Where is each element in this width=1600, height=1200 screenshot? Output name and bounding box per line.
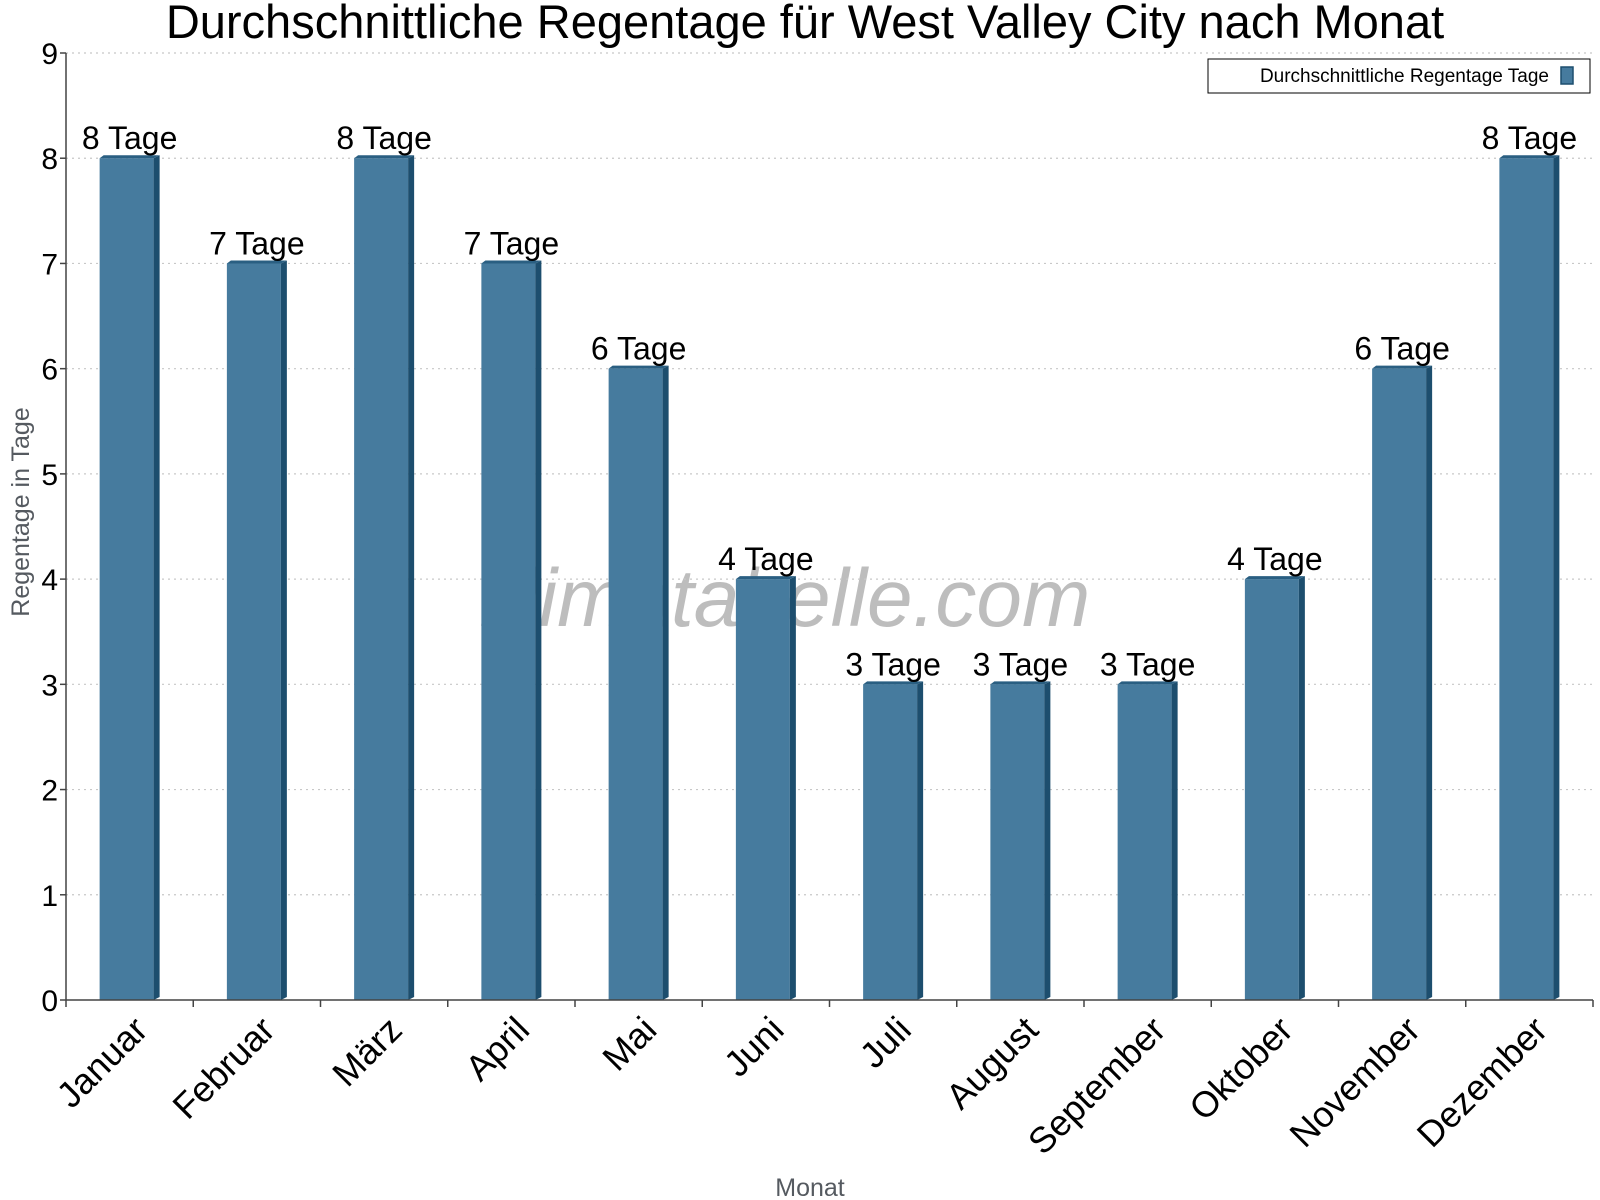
x-tick-label: Dezember	[1409, 1009, 1555, 1155]
bar-top	[1117, 681, 1178, 685]
y-tick-label: 3	[41, 669, 58, 702]
bar-side	[662, 365, 669, 1001]
y-tick-label: 4	[41, 564, 58, 597]
data-label: 3 Tage	[1100, 646, 1196, 682]
bar	[354, 158, 409, 1000]
x-tick-label: Mai	[594, 1009, 664, 1079]
data-label: 7 Tage	[209, 225, 305, 261]
bar	[226, 263, 281, 1000]
x-tick-label: Januar	[48, 1009, 155, 1116]
bar-side	[917, 681, 924, 1000]
y-tick-label: 9	[41, 38, 58, 71]
bar-top	[1372, 365, 1433, 369]
x-tick-label: August	[938, 1009, 1046, 1117]
bar-top	[863, 681, 924, 685]
bar-top	[99, 155, 160, 159]
x-tick-label: Juli	[852, 1009, 919, 1076]
bar	[99, 158, 154, 1000]
chart-title: Durchschnittliche Regentage für West Val…	[166, 0, 1444, 48]
bar-side	[408, 155, 415, 1000]
data-labels: 8 Tage 7 Tage 8 Tage 7 Tage 6 Tage 4 Tage 3 Ta…	[82, 120, 1577, 682]
y-tick-label: 5	[41, 459, 58, 492]
x-tick-label: März	[324, 1009, 410, 1095]
bar-top	[608, 365, 669, 369]
legend-series-label: Durchschnittliche Regentage Tage	[1260, 66, 1549, 87]
bar	[735, 579, 790, 1000]
bar-side	[1171, 681, 1178, 1000]
data-label: 6 Tage	[591, 331, 687, 367]
bars	[99, 155, 1560, 1001]
y-tick-label: 2	[41, 775, 58, 808]
bar-top	[735, 576, 796, 580]
bar-top	[481, 260, 542, 264]
bar-side	[1426, 365, 1433, 1001]
y-tick-label: 1	[41, 880, 58, 913]
bar	[1499, 158, 1554, 1000]
bar-side	[280, 260, 287, 1000]
data-label: 8 Tage	[1482, 120, 1578, 156]
bar	[608, 368, 663, 1001]
y-tick-label: 7	[41, 248, 58, 281]
data-label: 8 Tage	[82, 120, 178, 156]
bar-side	[1553, 155, 1560, 1000]
data-label: 3 Tage	[973, 646, 1069, 682]
bar-top	[354, 155, 415, 159]
bar	[1372, 368, 1427, 1001]
data-label: 4 Tage	[718, 541, 814, 577]
data-label: 3 Tage	[845, 646, 941, 682]
bar-side	[789, 576, 796, 1000]
data-label: 6 Tage	[1354, 331, 1450, 367]
x-tick-label: Februar	[164, 1009, 282, 1127]
bar-side	[153, 155, 160, 1000]
x-tick-label: September	[1020, 1009, 1174, 1163]
gridlines	[66, 52, 1593, 896]
data-label: 7 Tage	[464, 225, 560, 261]
legend-swatch	[1560, 66, 1574, 85]
data-label: 4 Tage	[1227, 541, 1323, 577]
bar	[481, 263, 536, 1000]
bar-side	[1298, 576, 1305, 1000]
bar-top	[1244, 576, 1305, 580]
data-label: 8 Tage	[336, 120, 432, 156]
bar-top	[990, 681, 1051, 685]
y-axis-label: Regentage in Tage	[7, 407, 35, 616]
bar	[990, 684, 1045, 1000]
bar-side	[535, 260, 542, 1000]
bar-top	[226, 260, 287, 264]
x-tick-label: Oktober	[1181, 1009, 1301, 1129]
y-tick-label: 0	[41, 985, 58, 1018]
x-tick-label: November	[1281, 1009, 1427, 1155]
x-axis-label: Monat	[775, 1174, 845, 1200]
bar	[863, 684, 918, 1000]
bar	[1244, 579, 1299, 1000]
bar	[1117, 684, 1172, 1000]
bar-top	[1499, 155, 1560, 159]
x-tick-label: April	[457, 1009, 537, 1089]
bar-side	[1044, 681, 1051, 1000]
x-tick-label: Juni	[716, 1009, 792, 1085]
legend-box	[1207, 58, 1591, 94]
legend: Durchschnittliche Regentage Tage	[1207, 58, 1591, 94]
y-tick-label: 8	[41, 143, 58, 176]
y-tick-label: 6	[41, 354, 58, 387]
